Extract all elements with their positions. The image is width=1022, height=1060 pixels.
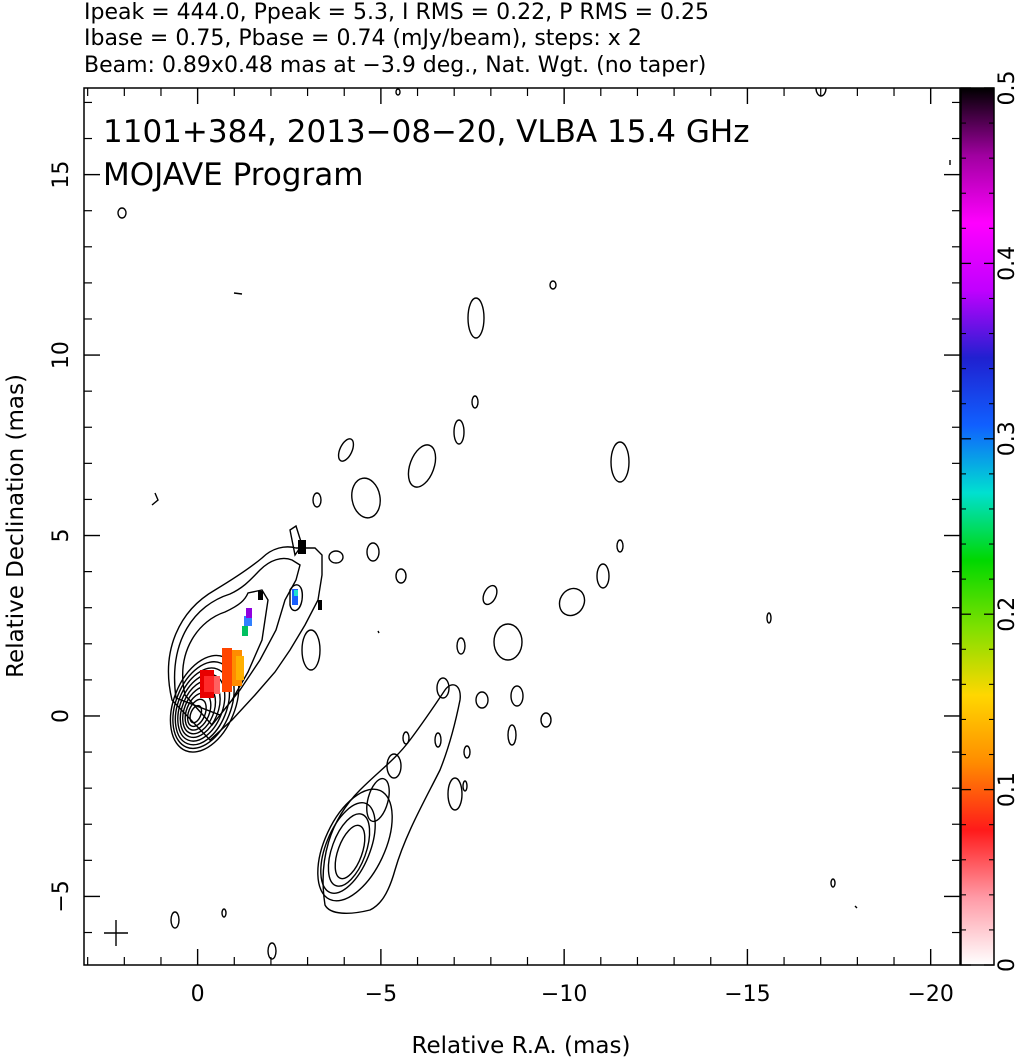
x-axis-ticks: 0 −5 −10 −15 −20: [87, 88, 954, 1007]
x-axis-label: Relative R.A. (mas): [412, 1033, 631, 1059]
chart-subtitle: MOJAVE Program: [103, 157, 363, 193]
x-tick-label: −15: [724, 982, 770, 1007]
header-beam-line: Beam: 0.89x0.48 mas at −3.9 deg., Nat. W…: [84, 53, 706, 78]
contour-layer: [104, 88, 960, 960]
x-tick-label: 0: [191, 982, 205, 1007]
knot-outer-contour: [322, 684, 461, 914]
x-tick-label: −20: [907, 982, 953, 1007]
colorbar-tick-label: 0.1: [995, 772, 1020, 807]
noise-islands: [117, 88, 960, 960]
colorbar-tick-label: 0.3: [995, 421, 1020, 456]
jet-contour: [182, 589, 269, 727]
core-contour: [174, 667, 231, 746]
header-peak-rms-line: Ipeak = 444.0, Ppeak = 5.3, I RMS = 0.22…: [84, 0, 709, 25]
y-tick-label: 5: [49, 529, 74, 543]
jet-knot-contour: [289, 584, 304, 612]
core-contour: [189, 704, 203, 724]
y-axis-ticks: −5 0 5 10 15: [49, 101, 960, 934]
plot-frame: [83, 87, 961, 966]
beam-cross: [104, 920, 128, 946]
colorbar-tick-label: 0.4: [995, 246, 1020, 281]
x-tick-label: −5: [365, 982, 397, 1007]
colorbar-tick-label: 0.5: [995, 71, 1020, 106]
y-axis-label: Relative Declination (mas): [3, 374, 29, 678]
chart-title: 1101+384, 2013−08−20, VLBA 15.4 GHz: [103, 114, 749, 150]
colorbar-tick-label: 0: [995, 958, 1020, 972]
core-contour: [172, 661, 235, 750]
colorbar-ticks: 0 0.1 0.2 0.3 0.4 0.5: [961, 71, 1020, 972]
jet-contour: [174, 557, 301, 716]
y-tick-label: 0: [49, 709, 74, 723]
polarization-patches: [200, 540, 322, 698]
jet-outer-contour: [167, 546, 323, 741]
colorbar: [960, 87, 995, 966]
colorbar-tick-label: 0.2: [995, 597, 1020, 632]
y-tick-label: 10: [49, 341, 74, 369]
lower-knot-contours: [317, 684, 461, 914]
header-base-levels-line: Ibase = 0.75, Pbase = 0.74 (mJy/beam), s…: [84, 26, 642, 51]
x-tick-label: −10: [541, 982, 587, 1007]
y-tick-label: 15: [49, 161, 74, 189]
y-tick-label: −5: [49, 880, 74, 912]
